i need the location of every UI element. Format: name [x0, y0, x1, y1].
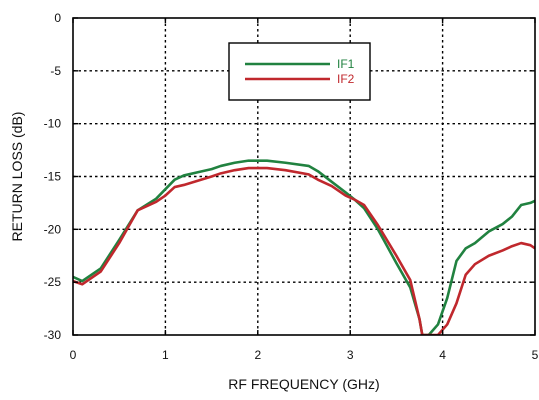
y-axis-title: RETURN LOSS (dB): [9, 112, 25, 242]
x-axis-title: RF FREQUENCY (GHz): [228, 376, 379, 392]
y-tick-label: -20: [44, 222, 62, 236]
y-tick-label: -25: [44, 275, 62, 289]
x-tick-label: 3: [347, 348, 354, 362]
legend-box: [228, 42, 371, 101]
label-layer: 0 1 2 3 4 5 0 -5 -10 -15 -20 -25 -30 RF FREQUENCY (GH…: [9, 11, 539, 392]
y-tick-label: -10: [44, 117, 62, 131]
legend-label-if1: IF1: [337, 57, 355, 71]
series-line-if1: [73, 159, 535, 335]
tick-layer: [72, 17, 536, 336]
series-line-if2: [73, 166, 535, 335]
x-tick-label: 2: [254, 348, 261, 362]
x-tick-label: 4: [439, 348, 446, 362]
y-tick-label: -5: [50, 64, 61, 78]
y-tick-label: 0: [54, 11, 61, 25]
x-tick-label: 0: [70, 348, 77, 362]
x-tick-label: 1: [162, 348, 169, 362]
series-layer: [73, 159, 535, 335]
x-tick-label: 5: [532, 348, 539, 362]
y-tick-label: -30: [44, 328, 62, 342]
legend-label-if2: IF2: [337, 72, 355, 86]
y-tick-label: -15: [44, 170, 62, 184]
grid-layer: [73, 18, 535, 335]
